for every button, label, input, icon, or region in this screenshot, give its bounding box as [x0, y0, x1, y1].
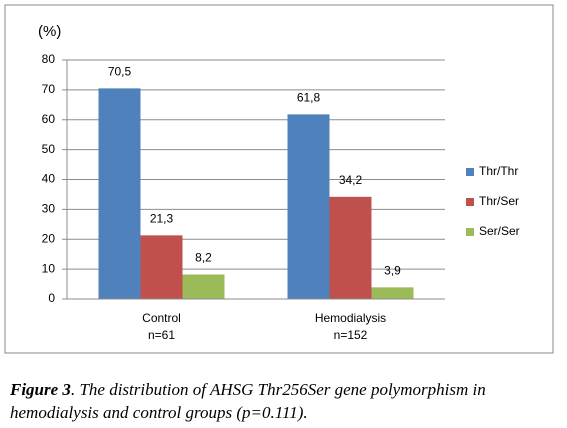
caption: Figure 3. The distribution of AHSG Thr25…	[10, 378, 562, 424]
x-tick-label: Control	[142, 311, 181, 325]
value-label: 8,2	[195, 251, 212, 265]
y-tick-label: 70	[42, 82, 56, 96]
caption-text: . The distribution of AHSG Thr256Ser gen…	[10, 380, 486, 422]
chart: (%) 0 10 20 30 40 50 60 70 80 Control n=61 70,5 21,3…	[4, 4, 554, 354]
y-axis-label: (%)	[38, 23, 61, 40]
bar	[287, 114, 330, 299]
x-tick-label: n=152	[334, 328, 368, 342]
x-tick-label: Hemodialysis	[315, 311, 386, 325]
bar	[182, 274, 225, 299]
x-tick-label: n=61	[148, 328, 175, 342]
bar	[98, 88, 141, 299]
legend-swatch	[466, 228, 474, 236]
value-label: 70,5	[108, 65, 132, 79]
y-tick-label: 20	[42, 231, 56, 245]
y-tick-label: 50	[42, 142, 56, 156]
y-tick-label: 30	[42, 202, 56, 216]
legend-swatch	[466, 168, 474, 176]
bar	[371, 287, 414, 299]
y-tick-label: 60	[42, 112, 56, 126]
value-label: 34,2	[339, 173, 363, 187]
legend-swatch	[466, 198, 474, 206]
y-tick-label: 0	[48, 291, 55, 305]
caption-label: Figure 3	[10, 380, 71, 399]
y-tick-label: 80	[42, 52, 56, 66]
y-tick-label: 40	[42, 172, 56, 186]
value-label: 21,3	[150, 212, 174, 226]
legend-label: Thr/Ser	[479, 194, 519, 208]
legend-label: Thr/Thr	[479, 164, 518, 178]
value-label: 61,8	[297, 91, 321, 105]
y-tick-label: 10	[42, 261, 56, 275]
value-label: 3,9	[384, 264, 401, 278]
legend-label: Ser/Ser	[479, 224, 520, 238]
bar	[329, 196, 372, 299]
bar	[140, 235, 183, 299]
